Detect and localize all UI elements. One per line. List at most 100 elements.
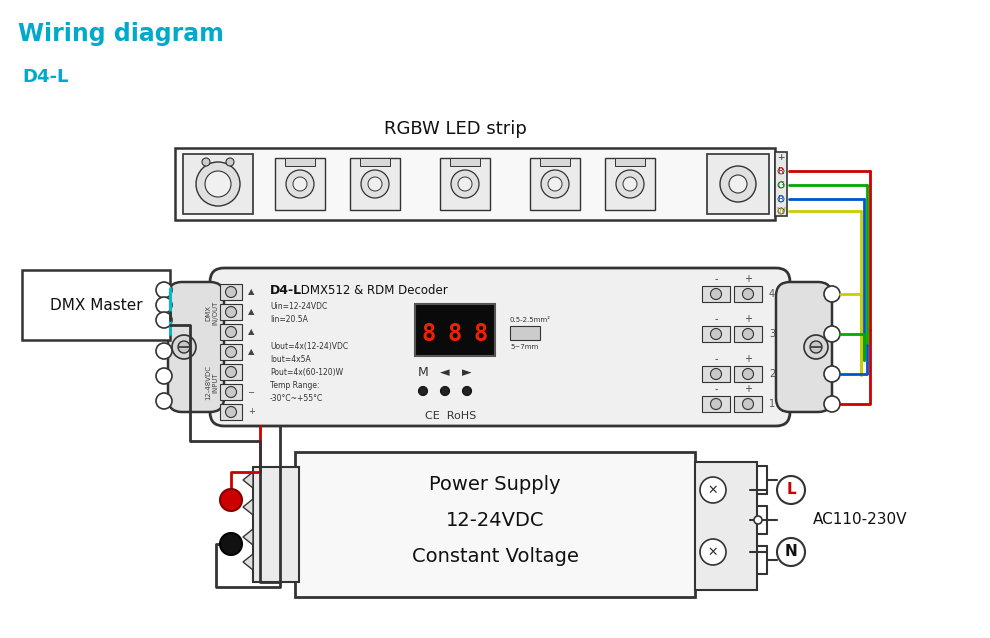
Circle shape — [777, 476, 805, 504]
Circle shape — [361, 170, 389, 198]
Text: 2: 2 — [769, 369, 775, 379]
Bar — [702, 366, 730, 382]
Text: 8: 8 — [422, 322, 437, 346]
Bar — [220, 404, 242, 420]
Bar — [605, 158, 655, 210]
Text: +: + — [777, 154, 784, 163]
Circle shape — [711, 369, 722, 380]
Circle shape — [742, 399, 753, 410]
Bar — [702, 396, 730, 412]
FancyBboxPatch shape — [168, 282, 224, 412]
Circle shape — [754, 516, 762, 524]
Circle shape — [293, 177, 307, 191]
Circle shape — [286, 170, 314, 198]
Text: ▲: ▲ — [248, 288, 254, 297]
Circle shape — [824, 366, 840, 382]
Text: -: - — [714, 354, 718, 364]
Text: ►: ► — [462, 366, 472, 380]
FancyBboxPatch shape — [210, 268, 790, 426]
Circle shape — [226, 366, 237, 378]
Circle shape — [156, 368, 172, 384]
Circle shape — [451, 170, 479, 198]
Bar — [702, 286, 730, 302]
Circle shape — [541, 170, 569, 198]
Circle shape — [810, 341, 822, 353]
Text: DMX Master: DMX Master — [50, 297, 143, 313]
Text: ─: ─ — [248, 387, 253, 396]
Bar — [450, 158, 480, 166]
Bar — [702, 326, 730, 342]
Text: R: R — [777, 167, 783, 175]
Bar — [183, 154, 253, 214]
Circle shape — [205, 171, 231, 197]
Circle shape — [156, 343, 172, 359]
Circle shape — [220, 489, 242, 511]
Text: +: + — [744, 314, 752, 324]
Circle shape — [156, 312, 172, 328]
Circle shape — [742, 329, 753, 339]
Bar — [695, 462, 757, 590]
Circle shape — [711, 329, 722, 339]
Circle shape — [824, 286, 840, 302]
Bar — [295, 452, 695, 597]
Text: L: L — [786, 482, 796, 498]
Text: RGBW LED strip: RGBW LED strip — [383, 120, 527, 138]
Text: +: + — [744, 274, 752, 284]
Circle shape — [368, 177, 382, 191]
Bar — [540, 158, 570, 166]
Circle shape — [226, 286, 237, 297]
Circle shape — [720, 166, 756, 202]
Circle shape — [226, 387, 237, 397]
Circle shape — [226, 346, 237, 357]
Bar — [734, 396, 762, 412]
Bar — [615, 158, 645, 166]
Bar — [510, 326, 540, 340]
Text: N: N — [785, 544, 797, 560]
Circle shape — [729, 175, 747, 193]
Circle shape — [226, 306, 237, 318]
Polygon shape — [243, 472, 253, 488]
Circle shape — [202, 158, 210, 166]
Bar — [220, 384, 242, 400]
Text: Uin=12-24VDC
Iin=20.5A

Uout=4x(12-24)VDC
Iout=4x5A
Pout=4x(60-120)W
Temp Range:: Uin=12-24VDC Iin=20.5A Uout=4x(12-24)VDC… — [270, 302, 348, 403]
Circle shape — [824, 396, 840, 412]
Text: D4-L: D4-L — [270, 284, 302, 297]
Text: +: + — [744, 384, 752, 394]
Circle shape — [226, 158, 234, 166]
Bar — [350, 158, 400, 210]
Bar — [22, 270, 170, 340]
Circle shape — [441, 387, 449, 396]
Bar — [707, 154, 769, 214]
Text: 0.5-2.5mm²: 0.5-2.5mm² — [510, 317, 551, 323]
Text: AC110-230V: AC110-230V — [813, 512, 908, 528]
Text: 8: 8 — [474, 322, 488, 346]
Bar — [220, 344, 242, 360]
Text: +: + — [248, 408, 254, 417]
Circle shape — [623, 177, 637, 191]
Circle shape — [419, 387, 428, 396]
Text: M: M — [418, 366, 429, 380]
Bar — [734, 326, 762, 342]
Text: 12-48VDC
INPUT: 12-48VDC INPUT — [205, 366, 219, 401]
Text: CE  RoHS: CE RoHS — [425, 411, 476, 421]
Circle shape — [778, 182, 784, 188]
Bar — [775, 152, 787, 216]
Circle shape — [778, 208, 784, 214]
Text: ✕: ✕ — [708, 484, 719, 496]
Circle shape — [778, 168, 784, 174]
Circle shape — [172, 335, 196, 359]
Bar — [275, 158, 325, 210]
Text: Wiring diagram: Wiring diagram — [18, 22, 224, 46]
Text: 8: 8 — [447, 322, 462, 346]
Circle shape — [178, 341, 190, 353]
Text: G: G — [777, 181, 784, 189]
Text: 3: 3 — [769, 329, 775, 339]
Bar — [220, 304, 242, 320]
Text: 4: 4 — [769, 289, 775, 299]
Circle shape — [700, 539, 726, 565]
Circle shape — [778, 196, 784, 202]
Circle shape — [711, 288, 722, 299]
Text: -: - — [714, 384, 718, 394]
Text: B: B — [777, 195, 783, 204]
Bar — [360, 158, 390, 166]
